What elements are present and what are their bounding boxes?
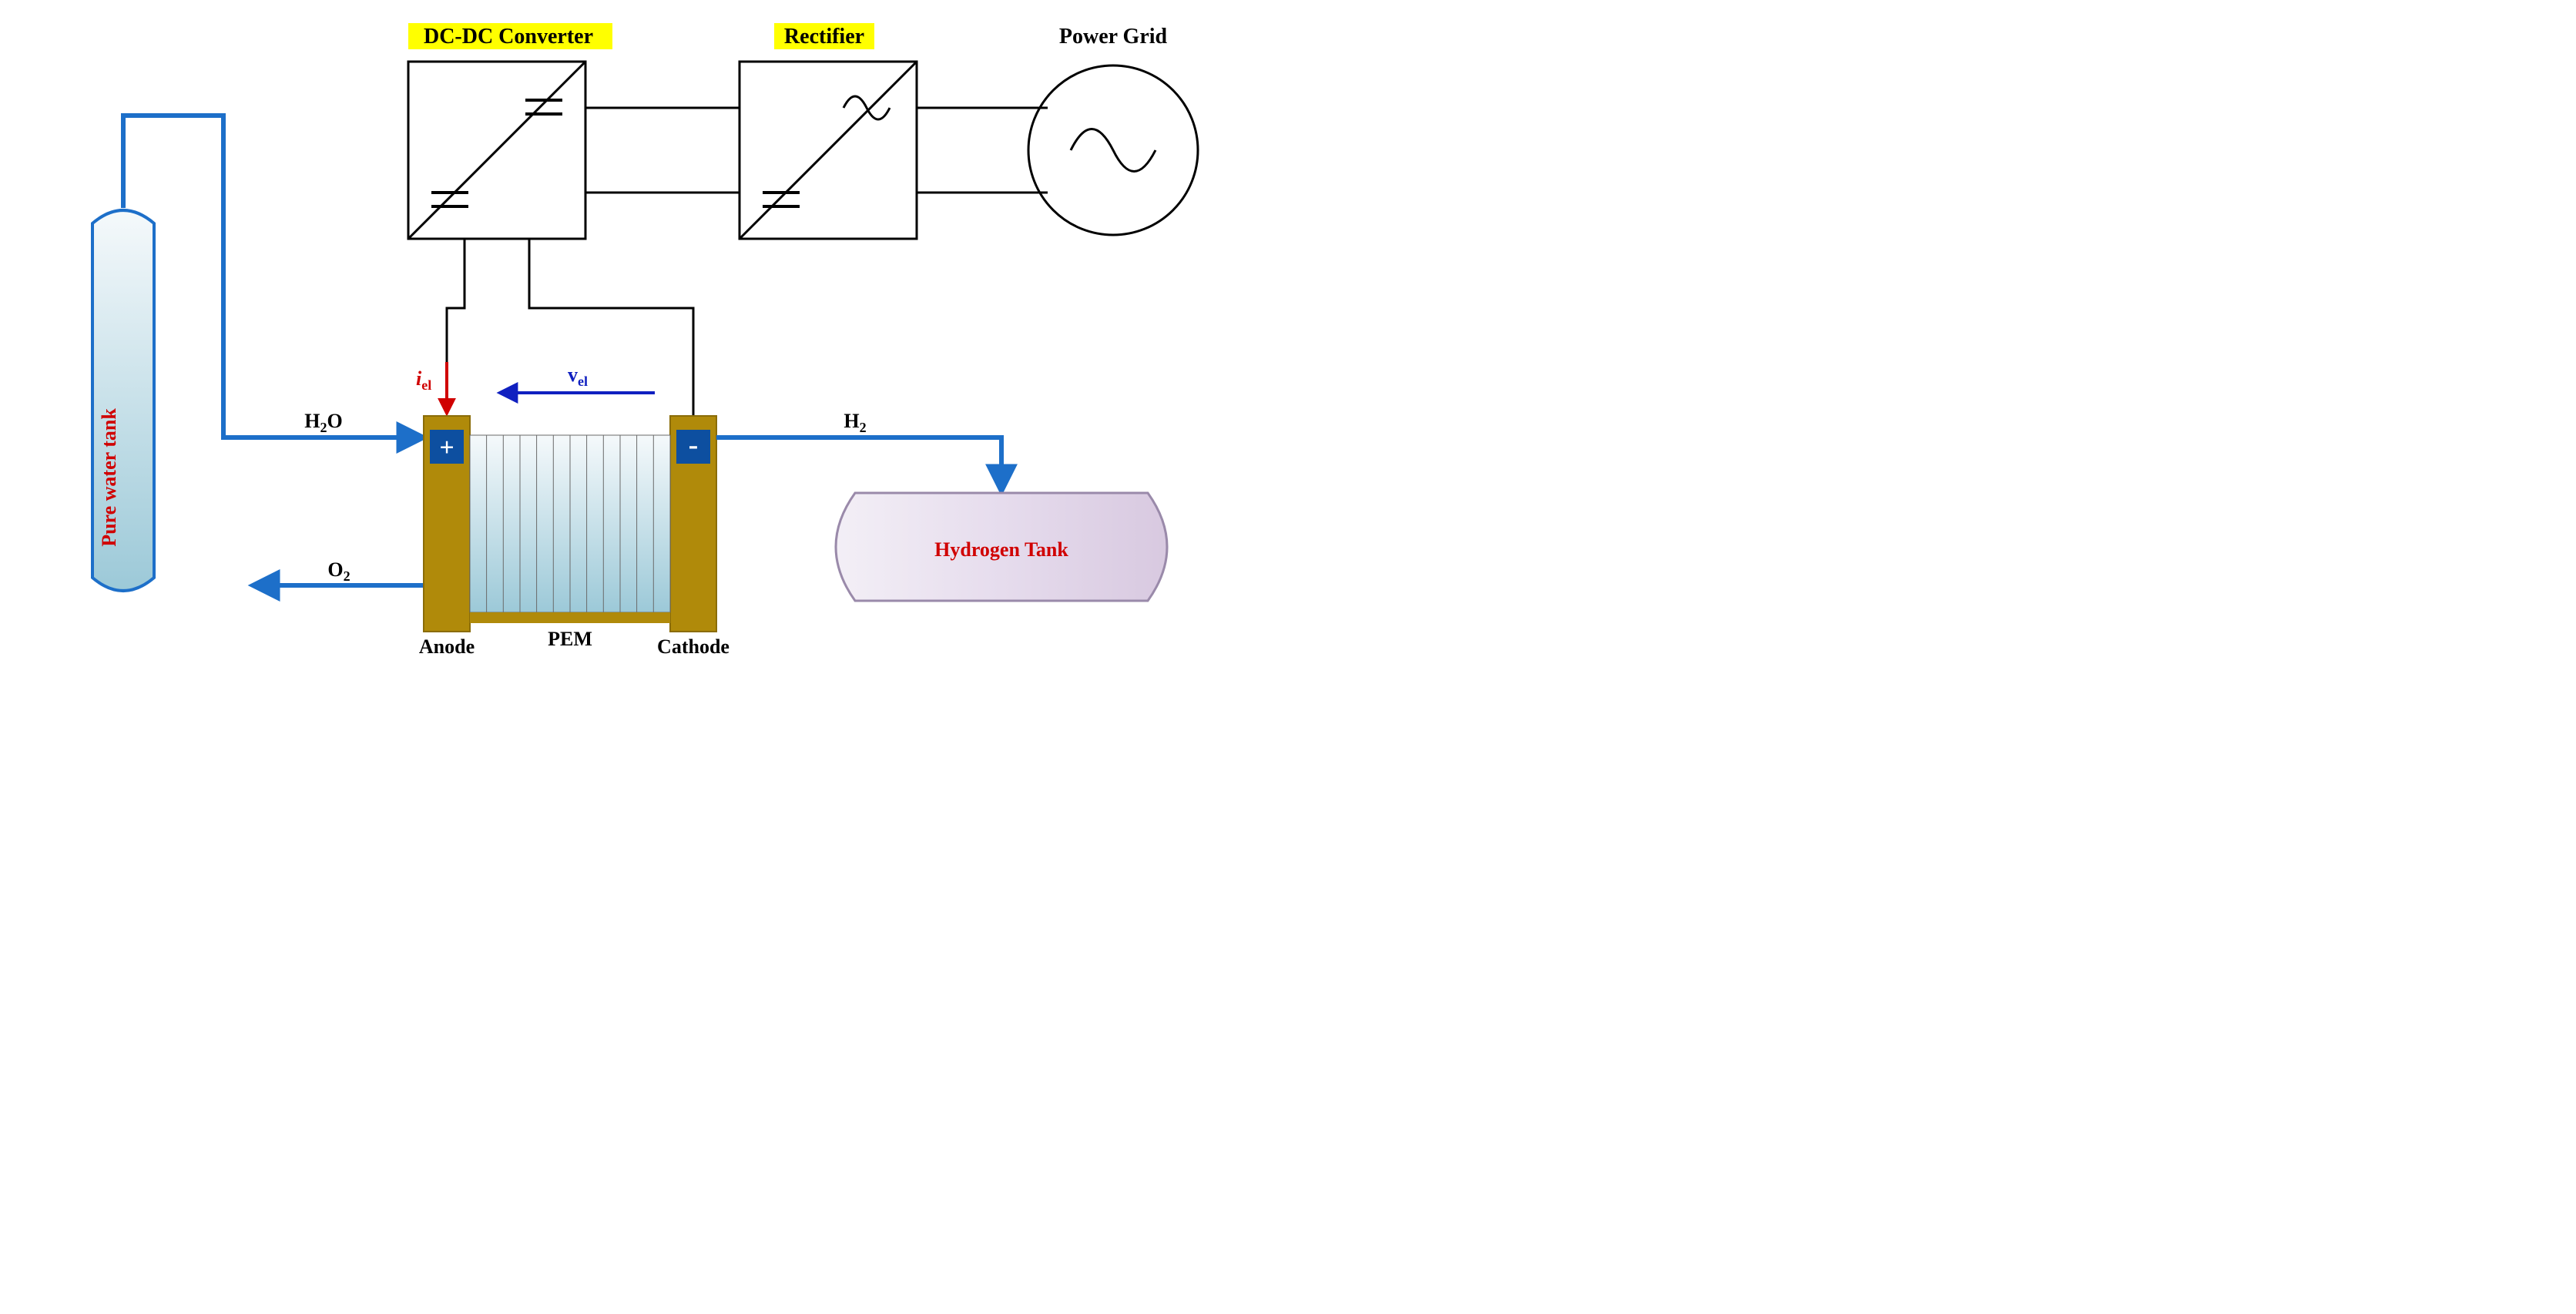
h2-pipe: [716, 437, 1001, 490]
anode-plus-sign: +: [439, 434, 454, 462]
hydrogen-tank-label: Hydrogen Tank: [934, 538, 1068, 561]
pem-membrane: [470, 435, 670, 623]
bus-dcdc-rectifier: [585, 108, 740, 193]
power-grid-label: Power Grid: [1059, 25, 1168, 49]
cathode-minus-sign: -: [689, 429, 699, 461]
h2o-label: H2O: [304, 410, 342, 435]
rectifier-box: [740, 62, 917, 239]
vel-label: vel: [568, 364, 588, 389]
pem-label: PEM: [548, 628, 592, 650]
cathode-label: Cathode: [657, 635, 730, 657]
water-tank-label: Pure water tank: [98, 408, 120, 547]
iel-label: iel: [416, 367, 431, 393]
dc-output-wires: [447, 239, 693, 416]
power-grid-circle: [1028, 65, 1198, 235]
anode-label: Anode: [419, 635, 475, 657]
pem-electrolyzer-diagram: DC-DC Converter Rectifier Power Grid: [0, 0, 1288, 657]
h2o-pipe: [123, 116, 422, 437]
o2-label: O2: [327, 558, 350, 584]
rectifier-label: Rectifier: [784, 25, 864, 49]
dcdc-converter-box: [408, 62, 585, 239]
h2-label: H2: [844, 410, 866, 435]
dcdc-label: DC-DC Converter: [424, 25, 593, 49]
